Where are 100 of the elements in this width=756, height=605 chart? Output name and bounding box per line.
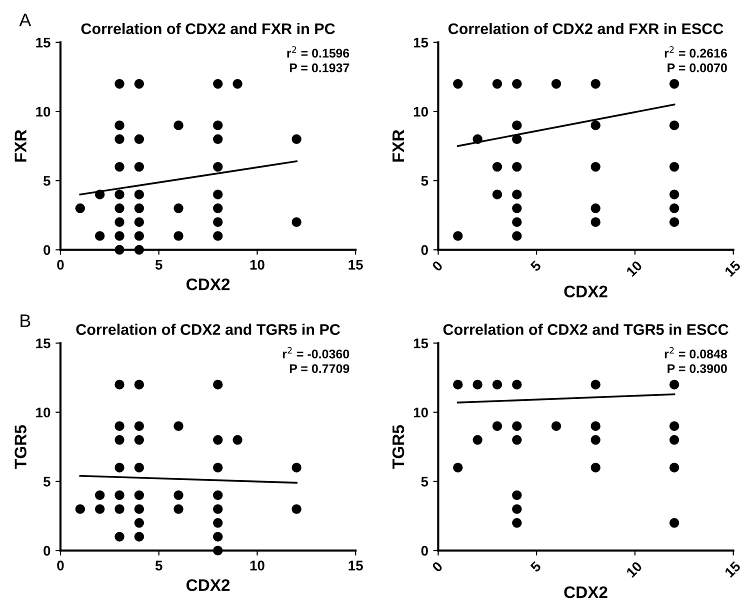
point bbox=[669, 120, 680, 130]
annotation: P = 0.7709 bbox=[290, 364, 350, 374]
point bbox=[590, 120, 600, 130]
point bbox=[75, 504, 86, 514]
point bbox=[134, 134, 144, 144]
y-tick-label: 10 bbox=[36, 106, 50, 117]
point bbox=[512, 134, 522, 144]
y-axis-title: TGR5 bbox=[392, 425, 404, 469]
point bbox=[94, 504, 105, 514]
point bbox=[512, 162, 522, 172]
point bbox=[213, 190, 223, 200]
point bbox=[213, 546, 223, 556]
chart-title: Correlation of CDX2 and FXR in PC bbox=[81, 22, 335, 34]
point bbox=[114, 190, 124, 200]
text: B bbox=[20, 314, 30, 327]
point bbox=[590, 421, 600, 431]
y-tick-label: 0 bbox=[421, 245, 428, 255]
point bbox=[512, 120, 522, 130]
point bbox=[114, 134, 124, 144]
point bbox=[134, 532, 144, 542]
point bbox=[134, 231, 144, 241]
point bbox=[669, 435, 680, 445]
point bbox=[134, 190, 144, 200]
point bbox=[512, 217, 522, 227]
point bbox=[590, 78, 600, 89]
point bbox=[453, 231, 463, 241]
annotation: r$^{2}$ = 0.2616 bbox=[664, 46, 727, 58]
x-tick-label: 5 bbox=[155, 260, 162, 270]
x-tick-label: 15 bbox=[348, 260, 363, 270]
point bbox=[114, 120, 124, 130]
x-tick-label: 15 bbox=[724, 560, 742, 578]
y-tick-label: 10 bbox=[36, 408, 50, 418]
point bbox=[94, 231, 105, 241]
point bbox=[213, 120, 223, 130]
x-tick-label: 15 bbox=[348, 560, 363, 570]
point bbox=[114, 380, 124, 390]
point bbox=[472, 134, 482, 144]
y-tick-label: 15 bbox=[36, 338, 50, 348]
point bbox=[134, 504, 144, 514]
point bbox=[94, 490, 105, 500]
point bbox=[669, 518, 680, 528]
x-tick-label: 5 bbox=[530, 560, 542, 573]
point bbox=[114, 162, 124, 172]
y-tick-label: 15 bbox=[414, 38, 428, 48]
point bbox=[213, 435, 223, 445]
point bbox=[134, 518, 144, 528]
point bbox=[213, 217, 223, 227]
point bbox=[590, 380, 600, 390]
x-tick-label: 10 bbox=[250, 260, 264, 270]
y-tick-label: 5 bbox=[43, 476, 50, 487]
point bbox=[669, 421, 680, 431]
point bbox=[492, 190, 502, 200]
point bbox=[114, 231, 124, 241]
y-axis-title: TGR5 bbox=[14, 425, 26, 469]
point bbox=[134, 380, 144, 390]
point bbox=[590, 462, 600, 472]
y-tick-label: 5 bbox=[421, 476, 428, 487]
point bbox=[134, 244, 144, 255]
annotation: P = 0.1937 bbox=[290, 63, 350, 72]
x-tick-label: 0 bbox=[432, 260, 444, 272]
point bbox=[134, 435, 144, 445]
point bbox=[669, 203, 680, 214]
annotation: P = 0.3900 bbox=[668, 364, 727, 374]
point bbox=[492, 162, 502, 172]
point bbox=[453, 78, 463, 89]
x-tick-label: 0 bbox=[57, 560, 64, 570]
annotation: P = 0.0070 bbox=[668, 63, 727, 72]
point bbox=[114, 203, 124, 214]
point bbox=[213, 134, 223, 144]
point bbox=[114, 217, 124, 227]
point bbox=[492, 421, 502, 431]
x-axis-title: CDX2 bbox=[564, 586, 608, 598]
point bbox=[174, 490, 184, 500]
x-tick-label: 0 bbox=[432, 560, 444, 573]
point bbox=[512, 380, 522, 390]
point bbox=[114, 244, 124, 255]
point bbox=[669, 462, 680, 472]
annotation: r$^{2}$ = 0.0848 bbox=[664, 347, 728, 358]
y-tick-label: 15 bbox=[36, 38, 50, 48]
y-tick-label: 0 bbox=[421, 546, 428, 556]
annotation: r$^{2}$ = 0.1596 bbox=[287, 46, 350, 58]
point bbox=[134, 490, 144, 500]
point bbox=[75, 203, 86, 214]
x-tick-label: 10 bbox=[626, 260, 643, 278]
point bbox=[114, 78, 124, 89]
y-tick-label: 15 bbox=[414, 338, 428, 348]
point bbox=[213, 518, 223, 528]
point bbox=[551, 78, 562, 89]
point bbox=[134, 462, 144, 472]
point bbox=[232, 435, 242, 445]
point bbox=[669, 380, 680, 390]
point bbox=[174, 231, 184, 241]
point bbox=[492, 380, 502, 390]
text: A bbox=[19, 14, 32, 26]
point bbox=[512, 203, 522, 214]
x-tick-label: 10 bbox=[626, 560, 643, 578]
point bbox=[669, 78, 680, 89]
point bbox=[492, 78, 502, 89]
chart-title: Correlation of CDX2 and TGR5 in PC bbox=[76, 324, 340, 335]
x-tick-label: 0 bbox=[57, 260, 64, 270]
